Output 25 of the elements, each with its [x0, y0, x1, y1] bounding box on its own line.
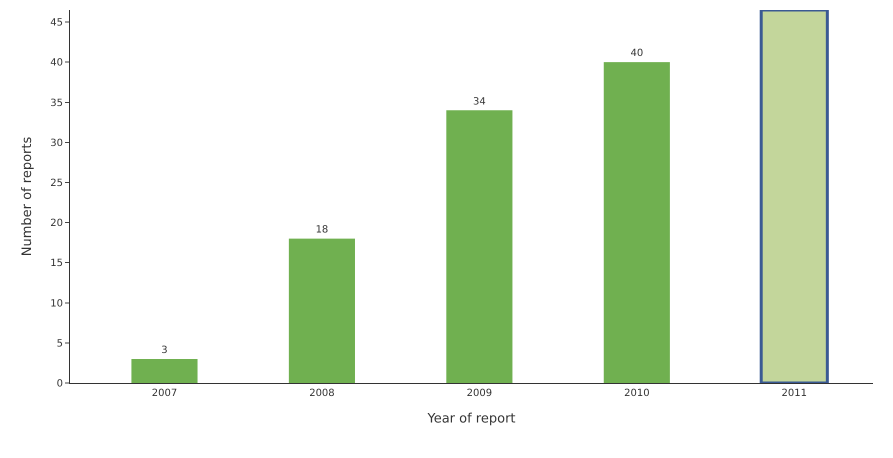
x-tick-label: 2010 [624, 388, 650, 399]
bar [446, 110, 512, 383]
y-tick-label: 25 [50, 178, 63, 189]
x-axis-title: Year of report [426, 412, 516, 427]
x-tick-label: 2009 [466, 388, 492, 399]
x-tick-label: 2008 [309, 388, 335, 399]
x-tick-label: 2007 [152, 388, 178, 399]
y-tick-label: 30 [50, 138, 63, 149]
bar [131, 358, 198, 383]
y-tick-label: 10 [50, 298, 63, 310]
y-tick-label: 35 [50, 98, 63, 109]
x-tick-label: 2011 [782, 388, 807, 399]
data-label: 34 [473, 96, 486, 108]
data-label: 40 [630, 48, 644, 60]
bar [288, 238, 355, 383]
y-tick-label: 45 [50, 18, 63, 29]
y-tick-label: 20 [50, 218, 63, 230]
data-label: 3 [161, 344, 168, 356]
y-tick-label: 15 [50, 258, 63, 270]
y-tick-label: 0 [56, 378, 63, 390]
y-tick-label: 5 [56, 338, 63, 350]
bar [604, 62, 670, 383]
data-label: 18 [316, 224, 328, 236]
y-tick-label: 40 [50, 58, 63, 69]
y-axis-title: Number of reports [20, 136, 36, 256]
